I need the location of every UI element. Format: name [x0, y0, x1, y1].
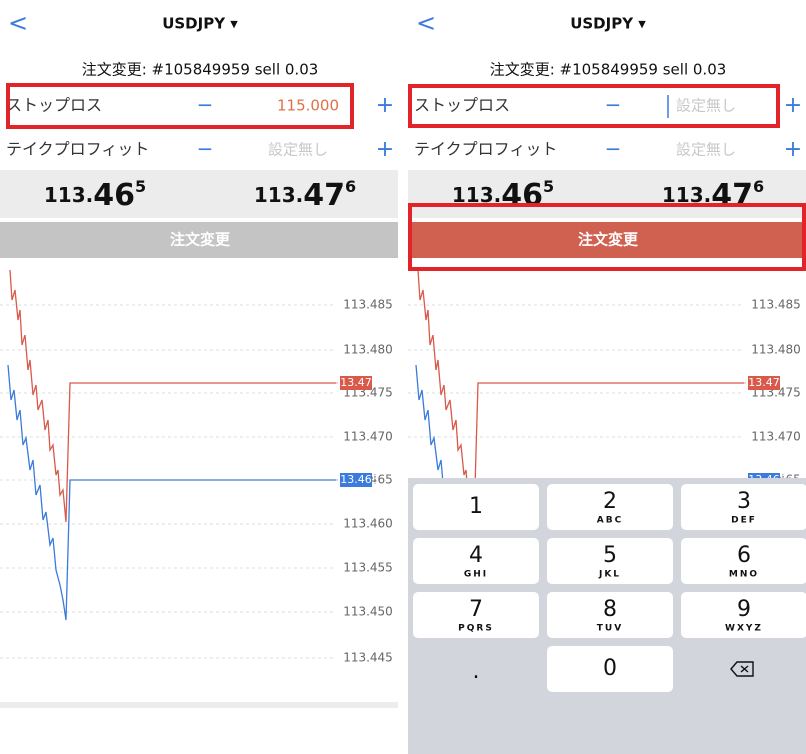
minus-button[interactable]: −: [197, 93, 214, 117]
axis-label: 113.455: [343, 561, 393, 575]
submit-button[interactable]: 注文変更: [170, 231, 231, 249]
highlight-box: [408, 203, 806, 271]
submit-button-bg[interactable]: [408, 222, 806, 258]
key-digit[interactable]: 0: [603, 656, 617, 681]
price-pips: 46: [501, 178, 543, 213]
key-digit[interactable]: 4: [469, 543, 483, 568]
field-value[interactable]: 115.000: [277, 97, 339, 115]
key-letters: DEF: [731, 516, 757, 526]
delete-key[interactable]: [730, 661, 754, 677]
key-digit[interactable]: 1: [469, 494, 483, 519]
price-pips: 47: [711, 178, 753, 213]
price-quote[interactable]: 113.476: [254, 177, 356, 213]
field-label: ストップロス: [414, 96, 510, 115]
phone-screen: < USDJPY ▾ 注文変更: #105849959 sell 0.03 ストップロ…: [0, 0, 398, 754]
axis-label: 113.485: [751, 298, 801, 312]
field-label: テイクプロフィット: [6, 140, 149, 159]
highlight-box: [408, 84, 780, 128]
price-pips: 46: [93, 178, 135, 213]
minus-button[interactable]: −: [197, 137, 214, 161]
field-label: ストップロス: [6, 96, 102, 115]
axis-label: 113.480: [751, 343, 801, 357]
price-point: 6: [345, 177, 356, 196]
price-marker: 113.465: [333, 473, 379, 486]
key[interactable]: [413, 538, 539, 584]
field-value[interactable]: 設定無し: [268, 141, 328, 159]
price-base: 113.: [254, 183, 303, 207]
key-letters: ABC: [597, 516, 623, 526]
key-digit[interactable]: 6: [737, 543, 751, 568]
axis-label: 113.485: [343, 298, 393, 312]
order-subtitle: 注文変更: #105849959 sell 0.03: [82, 61, 319, 79]
submit-button-bg[interactable]: [0, 222, 398, 258]
price-base: 113.: [452, 183, 501, 207]
field-label: テイクプロフィット: [414, 140, 557, 159]
axis-label: 113.450: [343, 605, 393, 619]
price-quote[interactable]: 113.465: [44, 177, 146, 213]
sell-trace: [9, 269, 338, 523]
price-marker: 113.476: [741, 376, 787, 389]
key-digit[interactable]: 8: [603, 597, 617, 622]
key-digit[interactable]: .: [473, 659, 480, 684]
key-digit[interactable]: 3: [737, 489, 751, 514]
price-quote[interactable]: 113.465: [452, 177, 554, 213]
price-base: 113.: [44, 183, 93, 207]
key-letters: TUV: [597, 624, 623, 634]
plus-button[interactable]: +: [784, 93, 802, 118]
axis-label: 113.470: [751, 430, 801, 444]
axis-label: 113.480: [343, 343, 393, 357]
key[interactable]: [413, 592, 539, 638]
symbol-title[interactable]: USDJPY ▾: [570, 15, 646, 33]
key[interactable]: [547, 592, 673, 638]
key-letters: WXYZ: [725, 624, 763, 634]
key-letters: MNO: [729, 570, 759, 580]
key-letters: JKL: [598, 570, 621, 580]
key-letters: GHI: [464, 570, 488, 580]
bottom-bar: [0, 702, 398, 708]
numeric-keyboard: 1 2 ABC 3 DEF 4 GHI 5 JKL 6 MNO 7 PQRS 8 TUV 9 WXYZ. 0: [408, 478, 806, 754]
price-marker-bg: [748, 376, 780, 390]
plus-button[interactable]: +: [784, 137, 802, 162]
price-pips: 47: [303, 178, 345, 213]
key-digit[interactable]: 7: [469, 597, 483, 622]
price-base: 113.: [662, 183, 711, 207]
key[interactable]: [681, 538, 806, 584]
back-button[interactable]: <: [416, 9, 436, 37]
key[interactable]: [547, 646, 673, 692]
field-value[interactable]: 設定無し: [676, 141, 736, 159]
price-bar: [0, 170, 398, 218]
key-digit[interactable]: 9: [737, 597, 751, 622]
axis-label: 113.470: [343, 430, 393, 444]
order-subtitle: 注文変更: #105849959 sell 0.03: [490, 61, 727, 79]
plus-button[interactable]: +: [376, 137, 394, 162]
key[interactable]: [547, 538, 673, 584]
submit-button[interactable]: 注文変更: [578, 231, 639, 249]
price-point: 6: [753, 177, 764, 196]
minus-button[interactable]: −: [605, 137, 622, 161]
plus-button[interactable]: +: [376, 93, 394, 118]
key-digit[interactable]: 2: [603, 489, 617, 514]
price-point: 5: [543, 177, 554, 196]
price-marker: 113.476: [333, 376, 379, 389]
field-value[interactable]: 設定無し: [676, 97, 736, 115]
highlight-box: [6, 83, 354, 129]
price-marker-bg: [340, 376, 372, 390]
axis-label: 113.445: [343, 651, 393, 665]
axis-label: 113.460: [343, 517, 393, 531]
price-bar: [408, 170, 806, 218]
symbol-title[interactable]: USDJPY ▾: [162, 15, 238, 33]
key-digit[interactable]: 5: [603, 543, 617, 568]
key-letters: PQRS: [458, 624, 494, 634]
price-point: 5: [135, 177, 146, 196]
price-marker-bg: [340, 473, 372, 487]
back-button[interactable]: <: [8, 9, 28, 37]
key[interactable]: [547, 484, 673, 530]
key[interactable]: [681, 484, 806, 530]
key[interactable]: [681, 592, 806, 638]
minus-button[interactable]: −: [605, 93, 622, 117]
buy-trace: [7, 364, 338, 621]
key[interactable]: [413, 484, 539, 530]
